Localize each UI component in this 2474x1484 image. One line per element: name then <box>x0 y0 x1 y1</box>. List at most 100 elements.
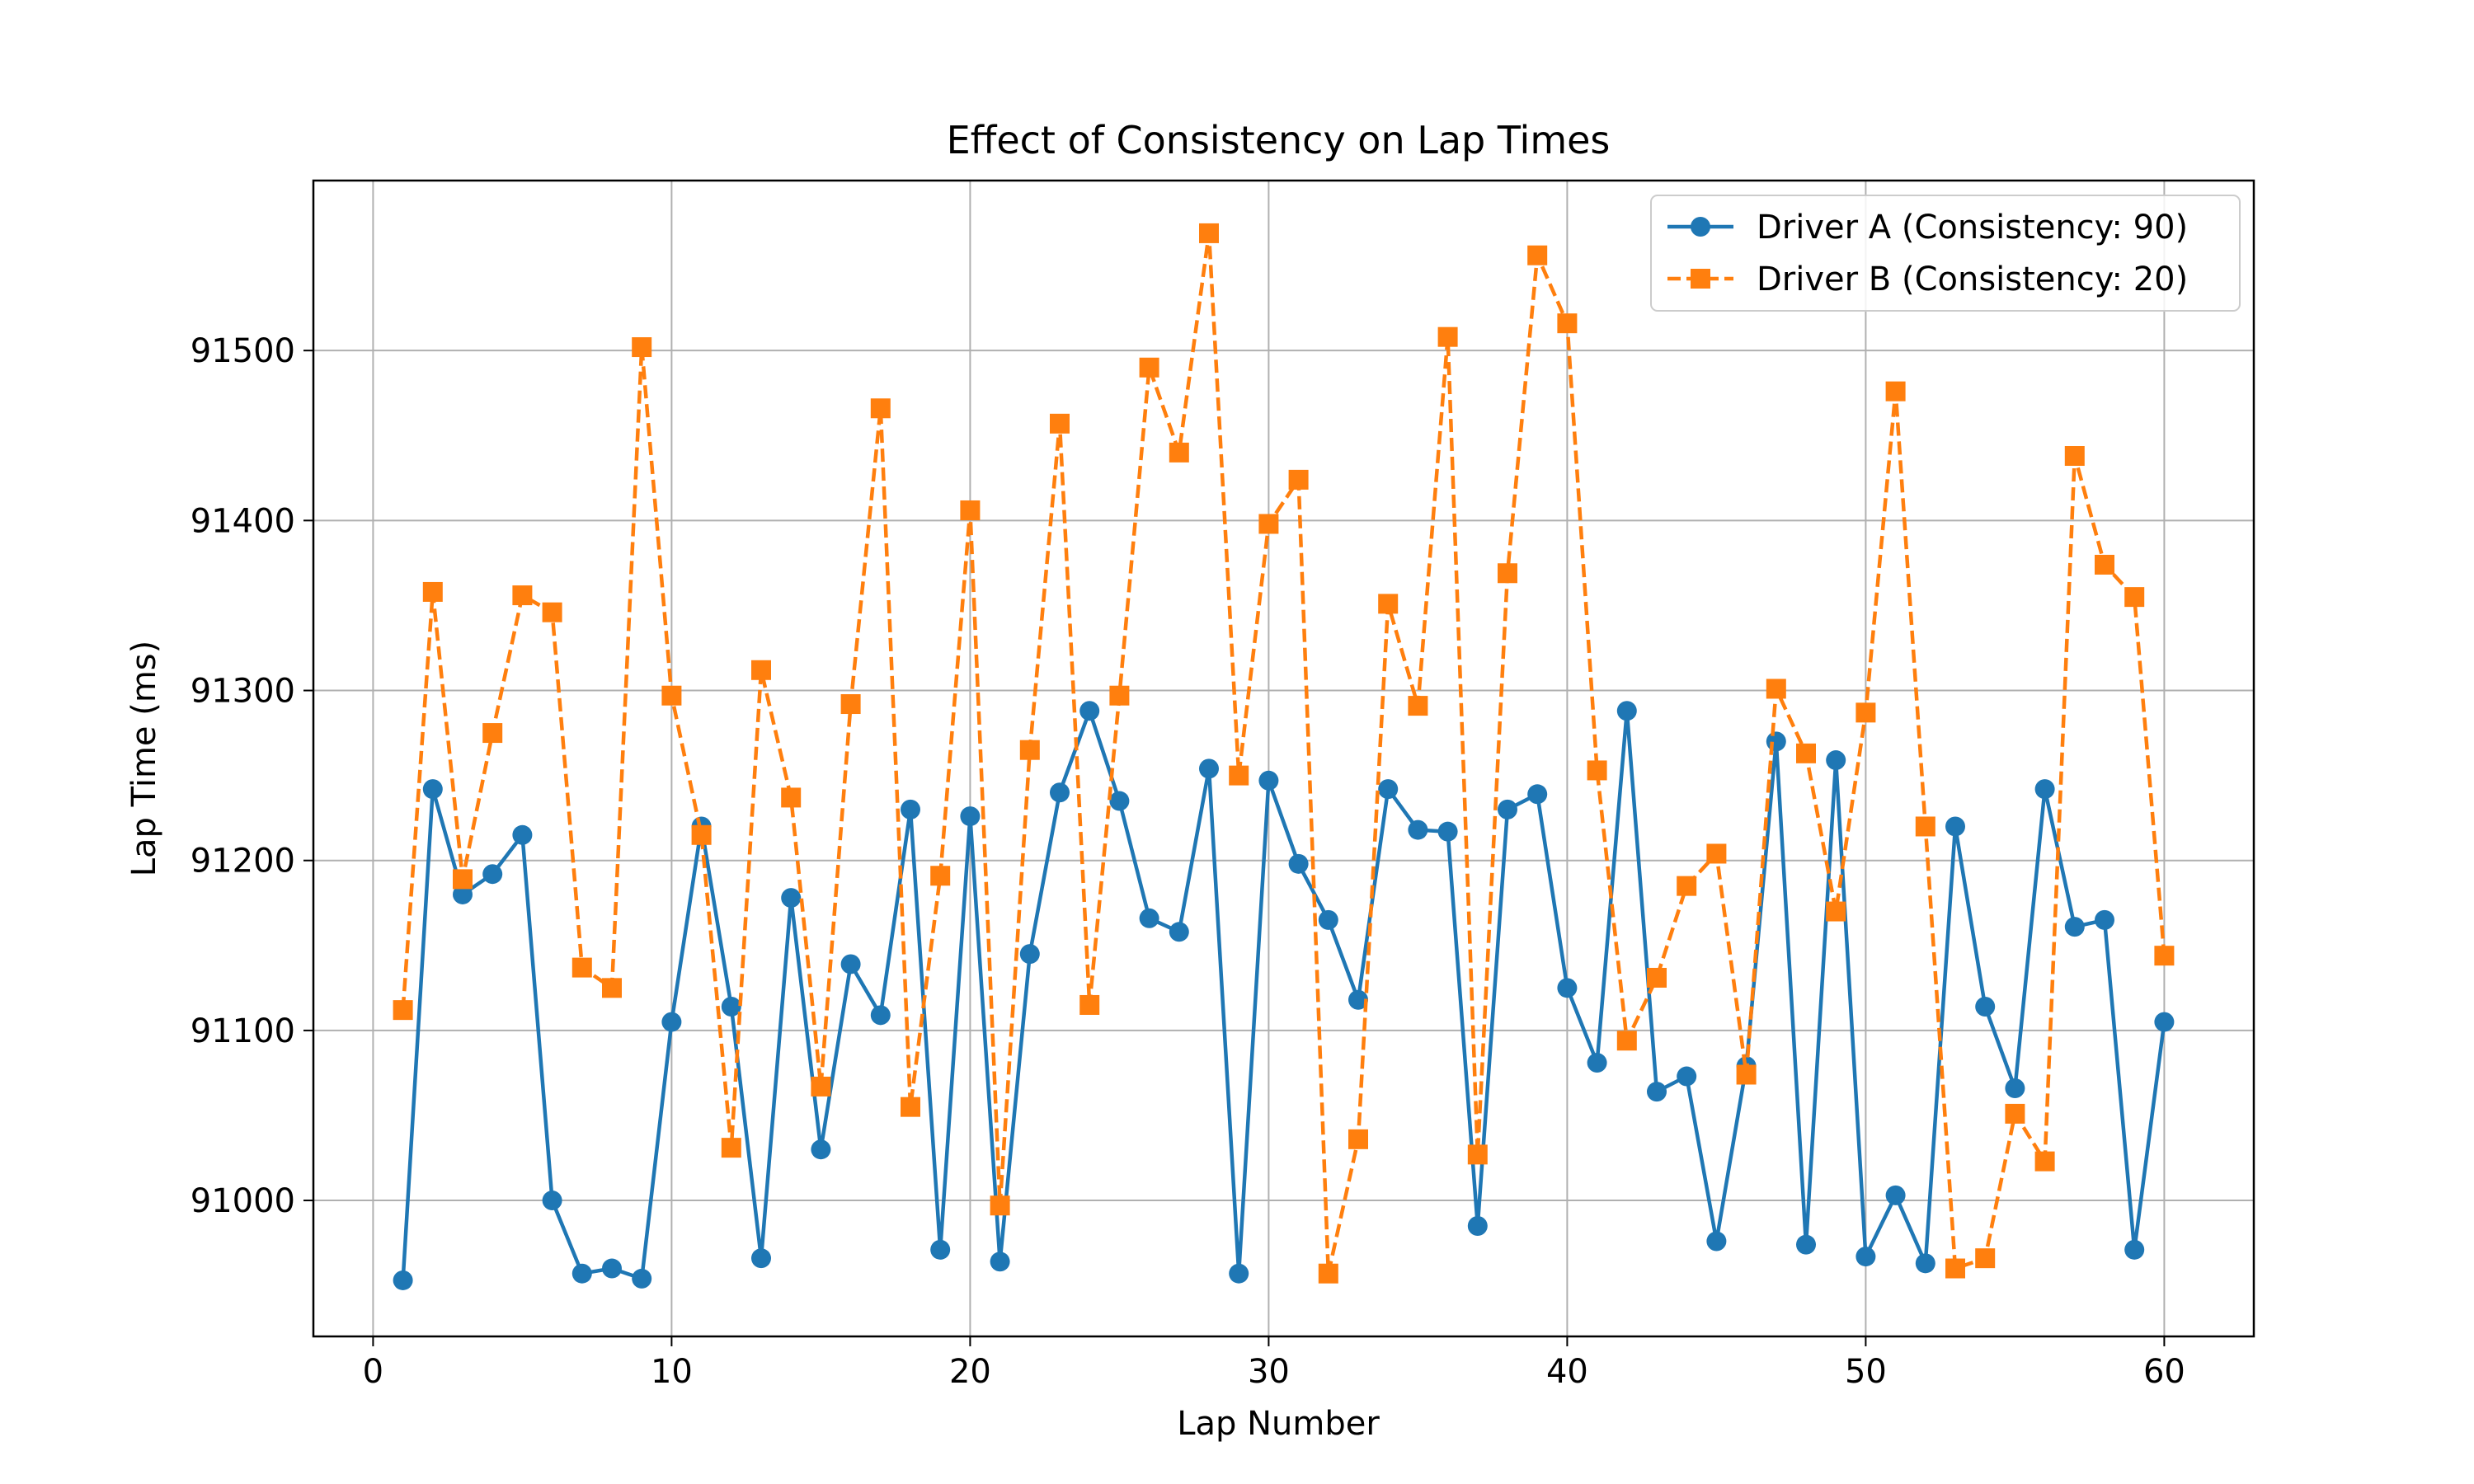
data-point <box>930 1239 951 1260</box>
data-point <box>840 954 861 974</box>
data-point <box>1677 1066 1697 1087</box>
data-point <box>1945 816 1965 837</box>
x-tick-label: 0 <box>363 1353 383 1391</box>
data-point <box>1796 1234 1816 1255</box>
data-point <box>1975 997 1996 1017</box>
legend-marker <box>1691 269 1710 289</box>
data-point <box>1647 967 1667 988</box>
data-point <box>1408 696 1428 716</box>
data-point <box>1885 1185 1906 1205</box>
data-point <box>632 337 652 358</box>
data-point <box>1826 901 1846 922</box>
data-point <box>542 602 562 622</box>
data-point <box>1109 685 1130 706</box>
data-point <box>1856 702 1876 723</box>
data-point <box>482 864 503 885</box>
data-point <box>1766 679 1786 699</box>
series-1 <box>393 701 2175 1290</box>
data-point <box>1437 821 1458 842</box>
data-point <box>1706 1231 1727 1252</box>
series-line <box>401 231 2166 1275</box>
data-point <box>1975 1248 1996 1269</box>
data-point <box>512 585 533 606</box>
data-point <box>901 799 920 819</box>
data-point <box>1258 514 1279 534</box>
data-point <box>1079 994 1100 1015</box>
x-tick-label: 10 <box>651 1353 693 1391</box>
legend-item-2: Driver B (Consistency: 20) <box>1667 261 2188 298</box>
data-point <box>1437 326 1458 347</box>
data-point <box>1408 819 1428 840</box>
data-point <box>840 694 861 715</box>
series-layer <box>393 223 2175 1290</box>
data-point <box>602 1258 622 1279</box>
data-point <box>542 1190 562 1211</box>
data-point <box>393 1000 413 1021</box>
data-point <box>870 1005 891 1026</box>
data-point <box>1885 381 1906 402</box>
legend-marker <box>1691 217 1710 237</box>
data-point <box>1109 791 1130 811</box>
data-point <box>1587 760 1607 781</box>
data-point <box>751 660 771 680</box>
data-point <box>1736 1064 1757 1085</box>
y-tick-label: 91300 <box>190 673 295 711</box>
data-point <box>1826 750 1846 771</box>
series-2 <box>393 223 2175 1284</box>
data-point <box>1467 1215 1488 1236</box>
data-point <box>2034 1151 2055 1172</box>
data-point <box>602 978 622 998</box>
data-point <box>1616 701 1637 721</box>
data-point <box>1348 1129 1368 1149</box>
data-point <box>422 581 443 602</box>
grid-lines <box>313 181 2254 1336</box>
data-point <box>453 884 473 904</box>
legend-box <box>1650 195 2241 312</box>
data-point <box>1766 731 1786 752</box>
data-point <box>1796 743 1816 763</box>
data-point <box>930 866 951 886</box>
data-point <box>1587 1053 1607 1073</box>
plot-area-frame <box>312 179 2255 1338</box>
data-point <box>1019 740 1040 760</box>
data-point <box>2124 587 2145 608</box>
data-point <box>2095 554 2114 575</box>
data-point <box>2124 1239 2145 1260</box>
x-tick-label: 20 <box>949 1353 991 1391</box>
data-point <box>1258 770 1279 791</box>
data-point <box>1915 1253 1935 1274</box>
data-point <box>1856 1247 1876 1267</box>
axis-ticks: 0 10 20 30 40 50 60 91000 91100 91200 91300 91400 91… <box>190 332 2185 1391</box>
data-point <box>960 500 981 520</box>
data-point <box>1229 1263 1249 1284</box>
y-tick-label: 91500 <box>190 332 295 370</box>
data-point <box>1647 1082 1667 1102</box>
data-point <box>1378 594 1399 614</box>
data-point <box>870 398 891 419</box>
data-point <box>1288 469 1309 490</box>
data-point <box>453 869 473 890</box>
data-point <box>721 1138 741 1158</box>
data-point <box>1945 1258 1965 1279</box>
series-line <box>401 709 2166 1281</box>
data-point <box>422 779 443 800</box>
y-axis-label: Lap Time (ms) <box>125 641 163 877</box>
data-point <box>1229 765 1249 786</box>
y-tick-label: 91000 <box>190 1182 295 1220</box>
data-point <box>1050 782 1070 803</box>
data-point <box>661 1012 682 1032</box>
data-point <box>811 1076 831 1097</box>
legend-item-1: Driver A (Consistency: 90) <box>1667 209 2188 247</box>
data-point <box>1318 909 1338 930</box>
data-point <box>1079 701 1100 721</box>
legend-label: Driver B (Consistency: 20) <box>1757 261 2188 298</box>
data-point <box>691 824 712 845</box>
data-point <box>1199 223 1219 243</box>
data-point <box>1318 1263 1338 1284</box>
data-point <box>1169 442 1189 463</box>
data-point <box>512 824 533 845</box>
data-point <box>1288 853 1309 874</box>
data-point <box>960 806 981 827</box>
x-tick-label: 40 <box>1546 1353 1588 1391</box>
data-point <box>781 888 802 909</box>
